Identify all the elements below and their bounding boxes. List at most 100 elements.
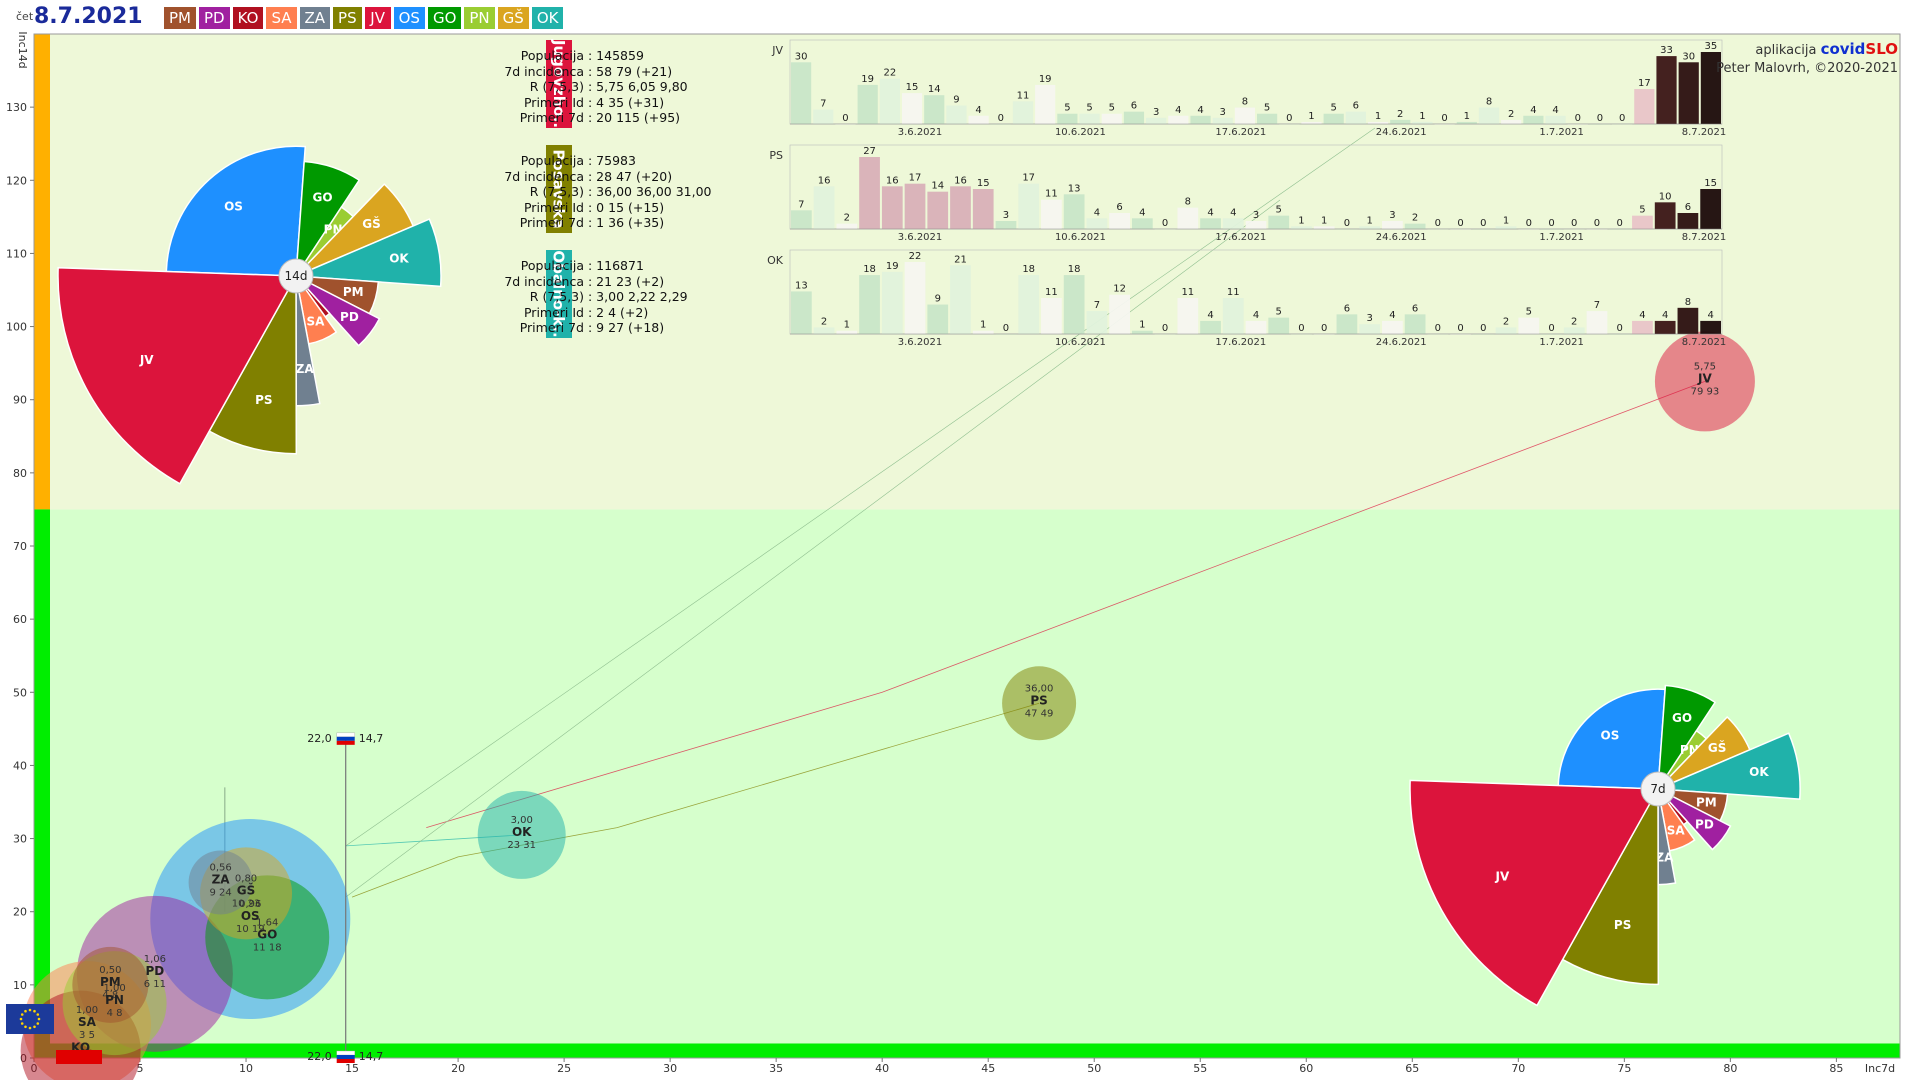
panel-bar <box>1291 226 1312 229</box>
panel-bar <box>1495 226 1517 229</box>
info-value: : 4 35 (+31) <box>588 94 665 110</box>
panel-bar <box>1677 213 1699 229</box>
info-value: : 36,00 36,00 31,00 <box>588 184 712 199</box>
panel-bar-label: 3 <box>1366 313 1372 324</box>
bubble-sub-label: 79 93 <box>1691 386 1720 397</box>
panel-date-label: 17.6.2021 <box>1215 127 1266 138</box>
panel-bar <box>946 105 967 124</box>
info-key: 7d incidenca <box>504 168 584 184</box>
info-value: : 9 27 (+18) <box>588 320 665 335</box>
panel-bar-label: 8 <box>1242 97 1248 108</box>
info-key: Primeri Id <box>523 199 584 215</box>
panel-bar-label: 4 <box>1175 105 1181 116</box>
panel-bar-label: 5 <box>1276 307 1282 318</box>
panel-bar-label: 8 <box>1685 297 1691 308</box>
slovenia-flag-icon <box>336 1050 355 1063</box>
panel-bar-label: 13 <box>1068 183 1081 194</box>
x-tick-label: 85 <box>1829 1062 1843 1075</box>
header-bar: čet 8.7.2021 PM PD KO SA ZA PS JV OS GO PN GŠ OK <box>0 0 1920 34</box>
panel-bar <box>1390 119 1411 124</box>
panel-bar-label: 10 <box>1659 191 1672 202</box>
panel-bar-label: 4 <box>1707 310 1713 321</box>
panel-bar <box>1200 218 1221 229</box>
panel-bar-label: 3 <box>1389 210 1395 221</box>
rose-label: JV <box>1495 870 1510 884</box>
panel-bar <box>950 265 971 334</box>
slovenia-label-right: 14,7 <box>359 1050 384 1063</box>
panel-bar-label: 4 <box>1639 310 1645 321</box>
panel-bar <box>1478 107 1500 124</box>
bubble-sub-label: 9 24 <box>209 887 231 898</box>
info-key: Populacija <box>520 258 584 273</box>
bubble-code-label: OS <box>241 909 260 923</box>
panel-bar <box>791 210 812 229</box>
panel-bar <box>1654 202 1676 229</box>
panel-bar-label: 0 <box>1344 218 1350 229</box>
slovenia-label-right: 14,7 <box>359 732 384 745</box>
panel-bar-label: 5 <box>1639 205 1645 216</box>
panel-bar <box>1677 307 1699 334</box>
panel-bar-label: 0 <box>1457 323 1463 334</box>
bubble-sub-label: 10 19 <box>236 924 265 935</box>
bubble-code-label: GO <box>257 927 277 941</box>
panel-bar-label: 5 <box>1330 103 1336 114</box>
panel-bar <box>1041 199 1062 229</box>
panel-bar-label: 6 <box>1412 303 1418 314</box>
panel-bar-label: 6 <box>1344 303 1350 314</box>
panel-bar <box>968 115 989 124</box>
panel-bar-label: 17 <box>1638 78 1651 89</box>
panel-bar-label: 8 <box>1185 197 1191 208</box>
bubble-sub-label: 11 18 <box>253 942 282 953</box>
rose-wedge-ok <box>295 218 442 288</box>
panel-bar-label: 0 <box>1480 218 1486 229</box>
panel-bar-label: 4 <box>1207 310 1213 321</box>
panel-bar <box>1518 317 1540 334</box>
y-tick-label: 20 <box>13 906 27 919</box>
rose-label: PD <box>340 310 359 324</box>
panel-bar <box>1634 89 1655 124</box>
panel-bar-label: 0 <box>1526 218 1532 229</box>
panel-bar-label: 0 <box>1162 323 1168 334</box>
panel-bar-label: 0 <box>1594 218 1600 229</box>
info-value: : 5,75 6,05 9,80 <box>588 79 688 94</box>
panel-tag-ps: Posavska <box>546 145 572 233</box>
panel-date-label: 24.6.2021 <box>1376 337 1427 348</box>
panel-bar <box>1063 194 1085 229</box>
panel-bar <box>1323 113 1344 124</box>
x-tick-label: 75 <box>1617 1062 1631 1075</box>
panel-bar-label: 18 <box>1068 264 1081 275</box>
panel-bar-label: 0 <box>1435 218 1441 229</box>
panel-bar-label: 15 <box>977 178 990 189</box>
bubble-code-label: PM <box>100 975 121 989</box>
panel-bar <box>813 327 835 334</box>
info-value: : 0 15 (+15) <box>588 199 665 215</box>
panel-bar <box>1131 218 1153 229</box>
panel-info-ps: Populacija: 75983 7d incidenca: 28 47 (+2… <box>466 153 712 231</box>
bubble-ps <box>1002 666 1077 741</box>
panel-bar <box>1404 314 1426 334</box>
panel-bar <box>927 191 949 229</box>
panel-bar-label: 0 <box>842 113 848 124</box>
rose-wedge-pd <box>295 275 381 347</box>
panel-bar-label: 14 <box>928 84 941 95</box>
panel-date-label: 1.7.2021 <box>1539 127 1584 138</box>
panel-bar <box>1131 330 1153 334</box>
rose-label: ZA <box>296 362 315 376</box>
x-tick-label: 15 <box>345 1062 359 1075</box>
panel-bar-label: 0 <box>1162 218 1168 229</box>
legend-item-pm: PM <box>164 7 196 29</box>
panel-bar-label: 2 <box>1397 109 1403 120</box>
bubble-r-label: 5,75 <box>1694 361 1716 372</box>
info-key: 7d incidenca <box>504 63 584 79</box>
panel-date-label: 8.7.2021 <box>1682 337 1727 348</box>
panel-bar-label: 19 <box>886 261 899 272</box>
info-value: : 2 4 (+2) <box>588 304 649 320</box>
panel-date-label: 17.6.2021 <box>1215 232 1266 243</box>
panel-bar-label: 11 <box>1181 287 1194 298</box>
x-tick-label: 25 <box>557 1062 571 1075</box>
panel-bar-label: 1 <box>844 320 850 331</box>
info-value: : 75983 <box>588 153 636 168</box>
